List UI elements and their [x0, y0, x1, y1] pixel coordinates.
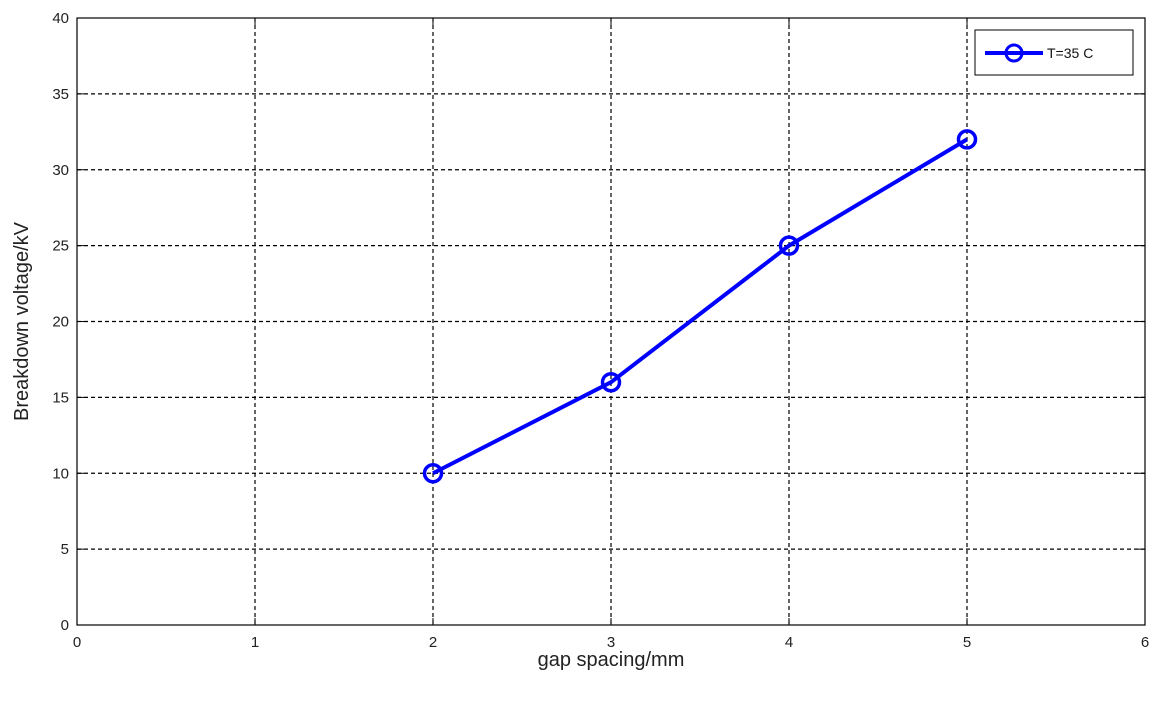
data-point [600, 371, 622, 393]
x-tick-label: 0 [73, 634, 81, 651]
y-tick-label: 25 [52, 238, 69, 255]
x-tick-label: 2 [429, 634, 437, 651]
x-tick-label: 3 [607, 634, 615, 651]
grid [77, 18, 1145, 625]
y-tick-label: 5 [61, 541, 69, 558]
y-tick-label: 20 [52, 314, 69, 331]
y-tick-label: 0 [61, 617, 69, 634]
x-axis-label: gap spacing/mm [538, 649, 685, 671]
legend-marker-swatch [1004, 43, 1024, 63]
y-tick-label: 15 [52, 389, 69, 406]
y-tick-label: 10 [52, 465, 69, 482]
y-tick-label: 40 [52, 10, 69, 27]
x-tick-label: 5 [963, 634, 971, 651]
y-tick-label: 30 [52, 162, 69, 179]
data-point [778, 235, 800, 256]
y-axis-label: Breakdown voltage/kV [11, 221, 33, 421]
axis-ticks: 0 1 2 3 4 5 6 0 5 10 15 20 25 30 35 40 [52, 10, 1149, 651]
legend-label: T=35 C [1047, 45, 1093, 61]
y-tick-label: 35 [52, 86, 69, 103]
x-tick-label: 1 [251, 634, 259, 651]
data-point [956, 129, 978, 150]
x-tick-label: 4 [785, 634, 793, 651]
legend: T=35 C [974, 29, 1134, 76]
x-tick-label: 6 [1141, 634, 1149, 651]
series-layer [422, 129, 978, 484]
series-line [432, 137, 969, 476]
data-point [422, 463, 444, 484]
